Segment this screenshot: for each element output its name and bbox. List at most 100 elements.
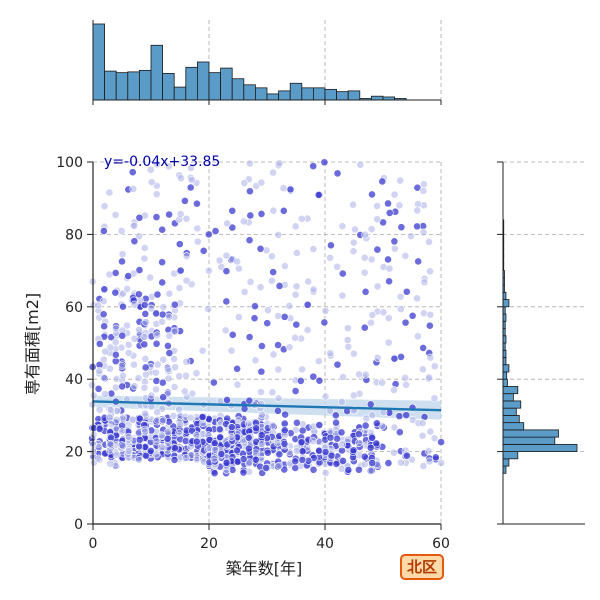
scatter-point — [256, 244, 265, 253]
scatter-point — [360, 323, 369, 332]
right-hist-bar — [502, 386, 519, 395]
scatter-point — [262, 464, 270, 472]
scatter-point — [314, 191, 323, 199]
scatter-point — [390, 190, 399, 199]
right-hist-bar — [502, 458, 510, 467]
scatter-point — [367, 318, 375, 327]
scatter-point — [356, 160, 365, 169]
scatter-point — [163, 434, 172, 443]
scatter-point — [158, 317, 166, 326]
scatter-point — [413, 206, 422, 215]
top-hist-bar — [208, 72, 221, 101]
scatter-point — [239, 455, 248, 463]
scatter-point — [234, 313, 243, 322]
scatter-point — [111, 324, 120, 333]
scatter-point — [211, 227, 220, 235]
scatter-point — [95, 425, 104, 433]
scatter-point — [119, 371, 127, 380]
scatter-point — [258, 410, 266, 419]
top-hist-bar — [185, 66, 198, 101]
scatter-point — [315, 376, 324, 385]
x-axis-label: 築年数[年] — [226, 559, 303, 578]
scatter-point — [152, 190, 161, 199]
y-tick-label: 80 — [65, 227, 83, 243]
scatter-point — [396, 305, 405, 314]
scatter-points — [88, 158, 446, 478]
scatter-point — [130, 382, 139, 390]
scatter-point — [111, 338, 120, 347]
scatter-point — [390, 244, 399, 253]
scatter-point — [333, 360, 342, 369]
scatter-point — [228, 330, 237, 339]
scatter-point — [175, 428, 184, 437]
scatter-point — [298, 455, 307, 464]
scatter-point — [222, 458, 231, 467]
scatter-point — [257, 178, 266, 187]
scatter-point — [175, 284, 184, 292]
scatter-point — [95, 339, 104, 348]
scatter-point — [89, 430, 98, 439]
scatter-point — [373, 215, 382, 224]
scatter-point — [402, 411, 411, 420]
scatter-point — [192, 431, 201, 440]
scatter-point — [314, 357, 323, 366]
scatter-point — [244, 444, 253, 453]
scatter-point — [275, 159, 284, 168]
scatter-point — [165, 331, 174, 340]
scatter-point — [105, 413, 114, 422]
scatter-point — [147, 391, 156, 400]
scatter-point — [343, 324, 352, 333]
scatter-point — [419, 344, 428, 352]
top-hist-bar — [127, 71, 140, 101]
scatter-point — [105, 188, 114, 197]
scatter-point — [198, 346, 207, 355]
top-hist-bar — [220, 67, 233, 101]
scatter-point — [337, 398, 346, 406]
scatter-point — [118, 257, 126, 266]
scatter-point — [339, 457, 347, 465]
scatter-point — [215, 425, 224, 434]
top-hist-bar — [324, 88, 338, 101]
scatter-point — [384, 255, 392, 264]
scatter-point — [373, 353, 382, 362]
scatter-point — [426, 267, 434, 276]
scatter-point — [349, 247, 358, 256]
scatter-point — [222, 267, 231, 276]
scatter-point — [245, 159, 254, 168]
scatter-point — [193, 237, 202, 246]
scatter-point — [360, 268, 369, 277]
scatter-point — [193, 199, 201, 208]
scatter-point — [94, 443, 103, 451]
scatter-point — [361, 230, 370, 239]
scatter-point — [430, 362, 439, 371]
scatter-point — [140, 383, 149, 392]
top-hist-bar — [301, 87, 314, 101]
scatter-point — [320, 158, 329, 167]
right-hist-bar — [502, 443, 578, 452]
scatter-point — [222, 297, 231, 306]
scatter-point — [171, 363, 180, 372]
right-hist-bar — [502, 378, 508, 387]
scatter-point — [257, 440, 266, 448]
scatter-point — [134, 290, 143, 299]
scatter-point — [94, 301, 103, 310]
scatter-point — [140, 301, 149, 309]
scatter-point — [152, 385, 160, 394]
scatter-point — [182, 357, 191, 366]
top-hist-bar — [289, 82, 303, 101]
scatter-point — [135, 213, 144, 222]
scatter-point — [204, 230, 213, 239]
scatter-point — [101, 390, 110, 398]
scatter-point — [263, 448, 272, 457]
scatter-point — [373, 282, 382, 291]
scatter-point — [123, 321, 131, 330]
scatter-point — [182, 371, 190, 380]
scatter-point — [222, 465, 231, 474]
scatter-point — [426, 427, 435, 436]
scatter-point — [396, 458, 405, 467]
scatter-point — [164, 365, 172, 374]
scatter-point — [413, 183, 422, 192]
scatter-point — [257, 209, 266, 218]
scatter-point — [151, 368, 160, 377]
scatter-point — [89, 391, 98, 400]
